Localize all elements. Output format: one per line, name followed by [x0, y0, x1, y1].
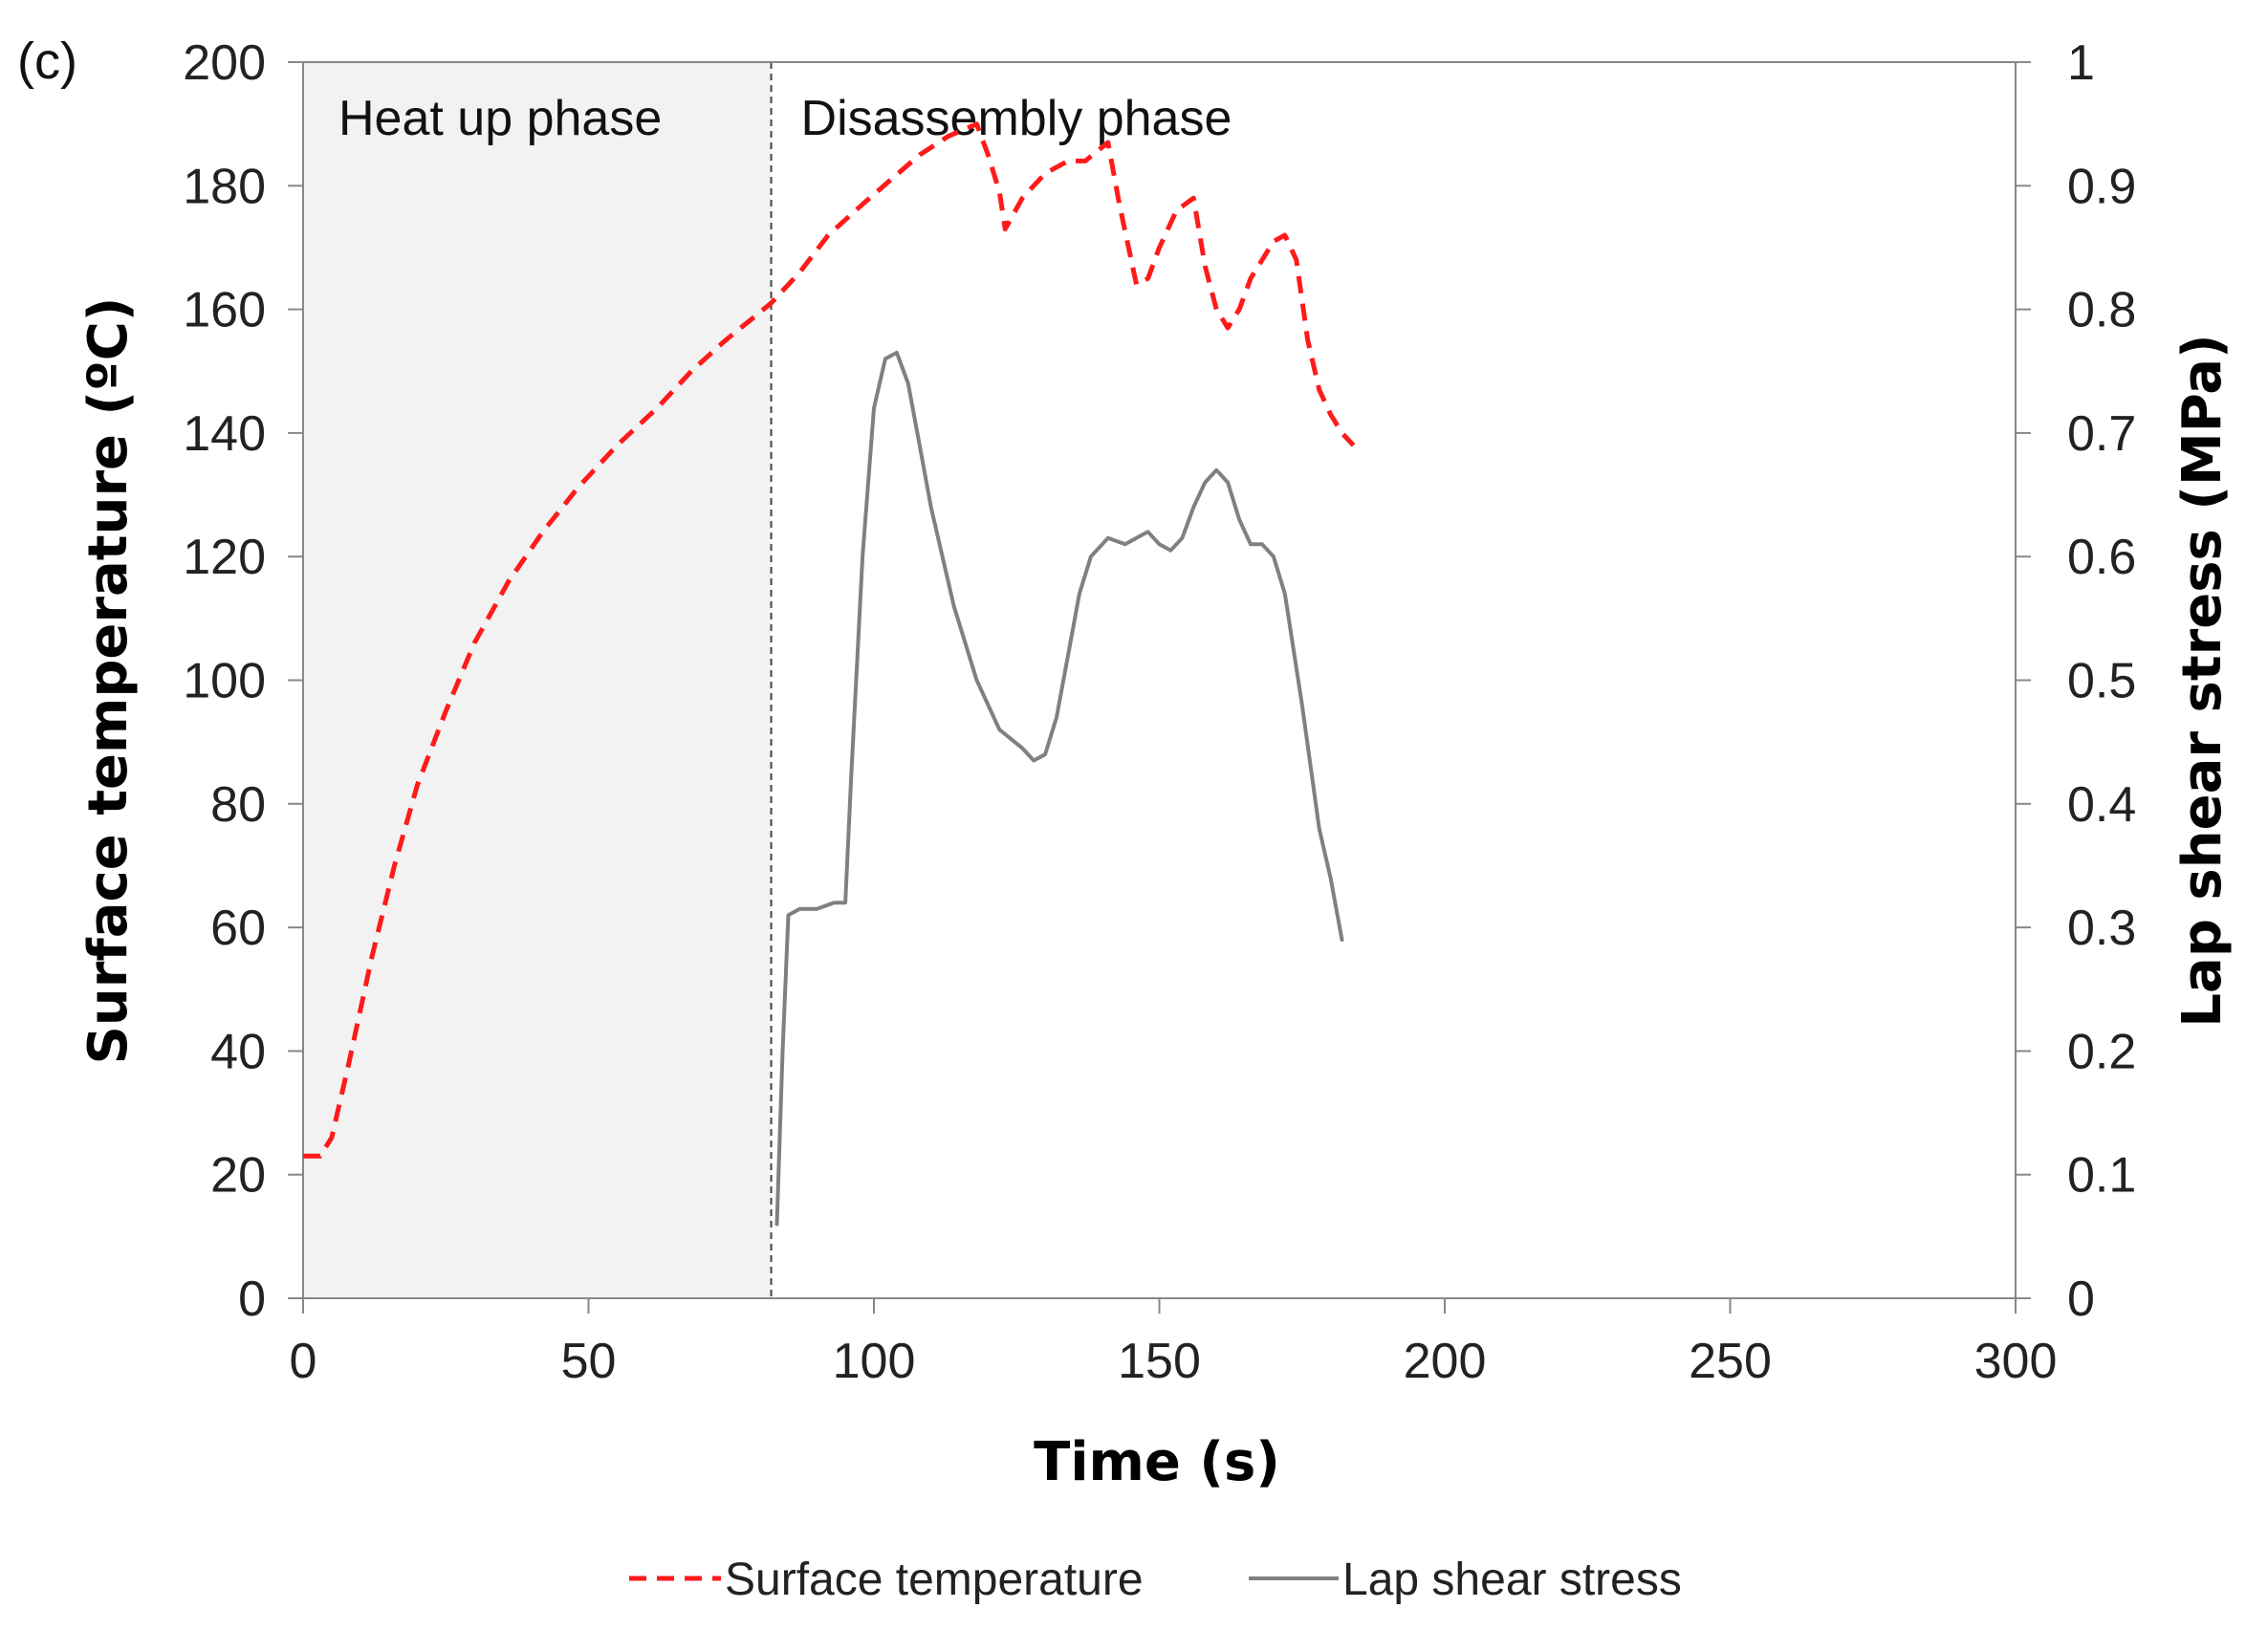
series-layer [303, 121, 1356, 1227]
y-tick-label-80: 80 [210, 777, 266, 833]
y2-tick-label-0-4: 0.4 [2067, 777, 2136, 833]
y2-tick-label-0-7: 0.7 [2067, 406, 2136, 462]
y2-tick-label-0: 0 [2067, 1272, 2095, 1327]
y2-tick-label-0-9: 0.9 [2067, 159, 2136, 214]
y-tick-label-180: 180 [183, 159, 266, 214]
y-tick-label-20: 20 [210, 1148, 266, 1204]
legend: Surface temperature Lap shear stress [629, 1554, 1682, 1605]
region-label-heat-up-phase: Heat up phase [338, 91, 662, 146]
x-tick-label-150: 150 [1118, 1334, 1201, 1389]
x-axis-title: Time (s) [1034, 1431, 1280, 1493]
y-axis-right: 0 0.1 0.2 0.3 0.4 0.5 0.6 0.7 0.8 0.9 1 [2016, 35, 2136, 1327]
y2-tick-label-1: 1 [2067, 35, 2095, 91]
y-tick-label-140: 140 [183, 406, 266, 462]
region-label-disassembly-phase: Disassembly phase [801, 91, 1232, 146]
y-tick-label-0: 0 [238, 1272, 266, 1327]
series-line-lap-shear-stress [774, 350, 1344, 1227]
x-tick-label-300: 300 [1974, 1334, 2058, 1389]
region-shade-heat-up-phase [303, 62, 772, 1298]
x-tick-label-200: 200 [1404, 1334, 1487, 1389]
y2-tick-label-0-5: 0.5 [2067, 654, 2136, 709]
y2-tick-label-0-1: 0.1 [2067, 1148, 2136, 1204]
y-tick-label-160: 160 [183, 283, 266, 338]
panel-label: (c) [17, 33, 77, 90]
x-tick-label-250: 250 [1689, 1334, 1772, 1389]
x-tick-label-100: 100 [833, 1334, 916, 1389]
y-tick-label-60: 60 [210, 901, 266, 956]
x-tick-label-50: 50 [561, 1334, 617, 1389]
y-tick-label-100: 100 [183, 654, 266, 709]
y-tick-label-120: 120 [183, 530, 266, 585]
x-tick-label-0: 0 [290, 1334, 317, 1389]
legend-label-lap-shear-stress: Lap shear stress [1342, 1554, 1682, 1605]
y2-tick-label-0-8: 0.8 [2067, 283, 2136, 338]
y-axis-left: 0 20 40 60 80 100 120 140 160 180 200 [183, 35, 303, 1327]
legend-label-surface-temperature: Surface temperature [725, 1554, 1144, 1605]
x-axis: 0 50 100 150 200 250 300 [290, 1298, 2058, 1389]
y2-tick-label-0-6: 0.6 [2067, 530, 2136, 585]
y-tick-label-40: 40 [210, 1024, 266, 1079]
y-tick-label-200: 200 [183, 35, 266, 91]
y-axis-title-left: Surface temperature (ºC) [77, 297, 140, 1065]
y-axis-title-right: Lap shear stress (MPa) [2171, 334, 2234, 1027]
y2-tick-label-0-2: 0.2 [2067, 1024, 2136, 1079]
phase-regions: Heat up phase Disassembly phase [303, 62, 1232, 1298]
y2-tick-label-0-3: 0.3 [2067, 901, 2136, 956]
